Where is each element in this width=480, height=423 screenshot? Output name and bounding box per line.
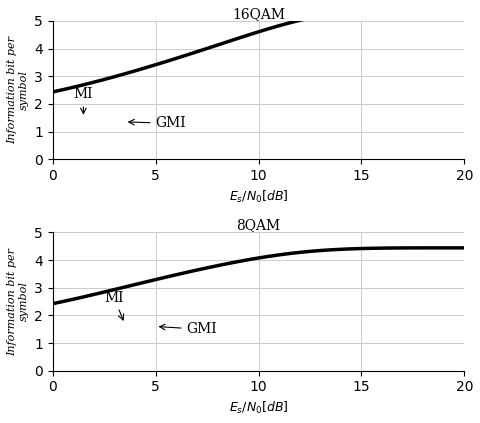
Text: MI: MI [104,291,124,320]
Title: 16QAM: 16QAM [232,7,285,21]
Title: 8QAM: 8QAM [237,218,281,233]
Text: MI: MI [73,88,93,114]
Y-axis label: Information bit per
symbol: Information bit per symbol [7,247,28,356]
Text: GMI: GMI [129,116,186,130]
Text: GMI: GMI [160,322,217,336]
Y-axis label: Information bit per
symbol: Information bit per symbol [7,36,28,144]
X-axis label: $E_s/N_0[dB]$: $E_s/N_0[dB]$ [229,400,288,416]
X-axis label: $E_s/N_0[dB]$: $E_s/N_0[dB]$ [229,189,288,205]
